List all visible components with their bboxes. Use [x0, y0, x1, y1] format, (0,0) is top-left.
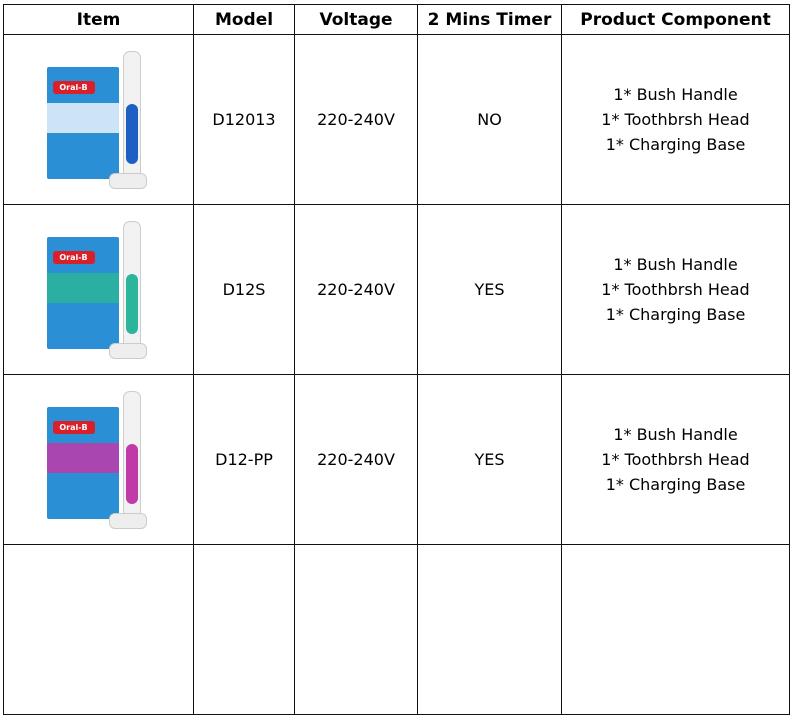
brand-logo: Oral-B [52, 80, 95, 94]
product-image-cell: Oral-B [3, 204, 194, 375]
header-model: Model [193, 4, 295, 35]
brand-logo: Oral-B [52, 250, 95, 264]
toothbrush [122, 50, 141, 185]
component-cell: 1* Bush Handle 1* Toothbrsh Head 1* Chargi… [561, 34, 790, 205]
component-item: 1* Bush Handle [613, 85, 738, 104]
component-item: 1* Toothbrsh Head [601, 450, 750, 469]
header-voltage: Voltage [294, 4, 418, 35]
product-image: Oral-B [39, 385, 159, 535]
toothbrush [122, 390, 141, 525]
component-cell: 1* Bush Handle 1* Toothbrsh Head 1* Chargi… [561, 204, 790, 375]
header-item: Item [3, 4, 194, 35]
component-item: 1* Charging Base [605, 475, 746, 494]
product-image: Oral-B [39, 45, 159, 195]
product-box-band [46, 102, 119, 133]
model-cell: D12013 [193, 34, 295, 205]
charging-base [108, 172, 147, 189]
component-item: 1* Charging Base [605, 135, 746, 154]
model-cell: D12S [193, 204, 295, 375]
toothbrush [122, 220, 141, 355]
timer-cell: YES [417, 204, 562, 375]
timer-cell: NO [417, 34, 562, 205]
timer-cell: YES [417, 374, 562, 545]
component-cell: 1* Bush Handle 1* Toothbrsh Head 1* Chargi… [561, 374, 790, 545]
table-row: Oral-B D12-PP 220-240V YES 1* Bush Handl… [3, 374, 790, 545]
header-timer: 2 Mins Timer [417, 4, 562, 35]
voltage-cell: 220-240V [294, 204, 418, 375]
charging-base [108, 512, 147, 529]
product-box-band [46, 272, 119, 303]
component-item: 1* Bush Handle [613, 425, 738, 444]
product-image-cell: Oral-B [3, 34, 194, 205]
header-row: Item Model Voltage 2 Mins Timer Product … [3, 4, 790, 35]
table-row: Oral-B D12S 220-240V YES 1* Bush Handle 1… [3, 204, 790, 375]
component-item: 1* Charging Base [605, 305, 746, 324]
table-row-partial [3, 544, 790, 715]
product-box-band [46, 442, 119, 473]
product-table: Item Model Voltage 2 Mins Timer Product … [3, 4, 790, 715]
product-image-cell: Oral-B [3, 374, 194, 545]
table-row: Oral-B D12013 220-240V NO 1* Bush Handle… [3, 34, 790, 205]
component-item: 1* Bush Handle [613, 255, 738, 274]
charging-base [108, 342, 147, 359]
voltage-cell: 220-240V [294, 374, 418, 545]
brand-logo: Oral-B [52, 420, 95, 434]
component-item: 1* Toothbrsh Head [601, 280, 750, 299]
header-component: Product Component [561, 4, 790, 35]
voltage-cell: 220-240V [294, 34, 418, 205]
component-item: 1* Toothbrsh Head [601, 110, 750, 129]
model-cell: D12-PP [193, 374, 295, 545]
product-image: Oral-B [39, 215, 159, 365]
